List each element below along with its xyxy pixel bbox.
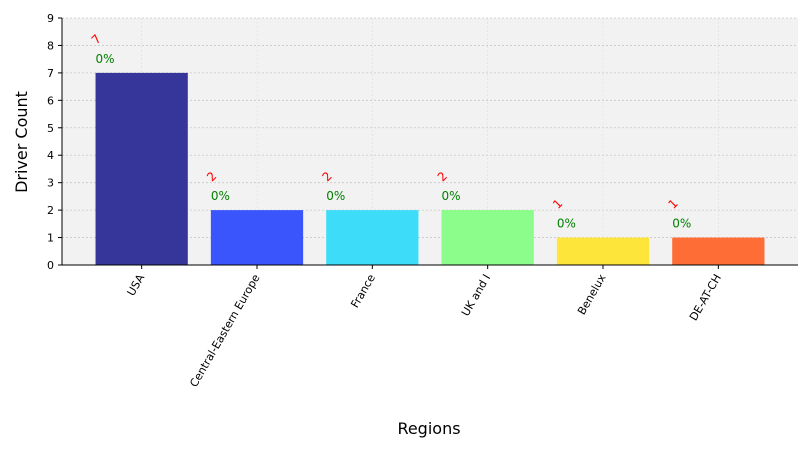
bar-benelux — [556, 237, 650, 265]
x-tick-label: UK and I — [459, 272, 493, 319]
x-tick-label: France — [348, 272, 378, 310]
percent-label: 0% — [672, 217, 691, 231]
percent-label: 0% — [96, 52, 115, 66]
y-tick-label: 0 — [47, 259, 54, 272]
x-tick-label: Central-Eastern Europe — [187, 272, 262, 390]
bar-de-at-ch — [672, 237, 765, 265]
x-axis-ticks: USA Central-Eastern Europe France UK and I B… — [125, 265, 724, 389]
bar-usa — [95, 72, 188, 265]
y-tick-label: 7 — [47, 67, 54, 80]
x-tick-label: DE-AT-CH — [687, 272, 724, 323]
y-tick-label: 6 — [47, 94, 54, 107]
y-tick-label: 4 — [47, 149, 54, 162]
percent-label: 0% — [326, 189, 345, 203]
percent-label: 0% — [442, 189, 461, 203]
x-axis-title: Regions — [397, 419, 460, 438]
y-tick-label: 9 — [47, 12, 54, 25]
y-tick-label: 5 — [47, 122, 54, 135]
bar-france — [326, 210, 419, 265]
bar-uk-and-i — [441, 210, 534, 265]
y-tick-label: 1 — [47, 232, 54, 245]
percent-label: 0% — [211, 189, 230, 203]
y-tick-label: 3 — [47, 177, 54, 190]
y-axis-ticks: 0 1 2 3 4 5 6 7 8 9 — [47, 12, 62, 272]
y-tick-label: 2 — [47, 204, 54, 217]
x-tick-label: Benelux — [575, 272, 609, 318]
y-axis-title: Driver Count — [12, 91, 31, 193]
bar-central-eastern-europe — [210, 210, 304, 265]
x-tick-label: USA — [125, 272, 148, 299]
y-tick-label: 8 — [47, 39, 54, 52]
bars — [95, 72, 765, 265]
percent-label: 0% — [557, 217, 576, 231]
